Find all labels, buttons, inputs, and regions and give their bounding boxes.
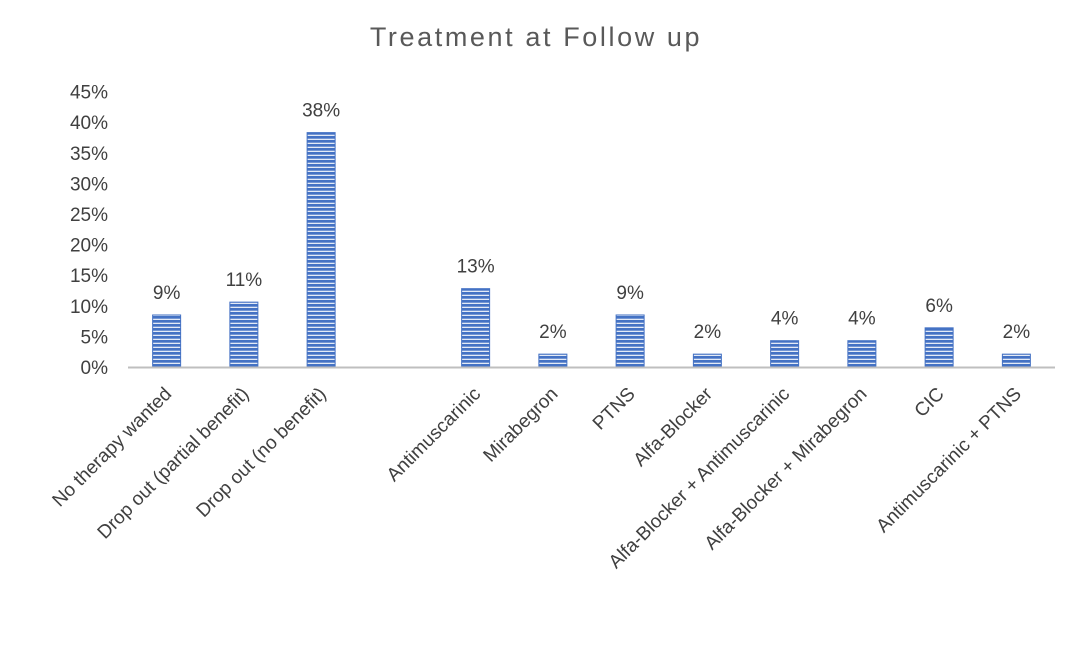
bar xyxy=(847,340,877,368)
y-tick-label: 25% xyxy=(70,205,108,226)
bar-data-label: 4% xyxy=(848,309,876,330)
bar xyxy=(770,340,800,368)
bar-data-label: 4% xyxy=(771,309,799,330)
x-tick-label: Drop out (no benefit) xyxy=(193,384,331,522)
bar-data-label: 2% xyxy=(694,322,722,343)
x-tick-label: Drop out (partial benefit) xyxy=(94,384,254,544)
chart-title: Treatment at Follow up xyxy=(370,22,702,52)
data-labels-group: 9% 11% 38% 13% 2% 9% 2% 4% 4% 6% 2% xyxy=(153,101,1030,344)
bar xyxy=(461,288,491,368)
bar-data-label: 2% xyxy=(1003,322,1031,343)
bar xyxy=(538,353,568,368)
bar-data-label: 9% xyxy=(153,283,181,304)
x-tick-label: Antimuscarinic + PTNS xyxy=(873,384,1026,537)
bar xyxy=(1001,353,1031,368)
y-tick-label: 45% xyxy=(70,83,108,104)
bar xyxy=(615,314,645,368)
x-tick-label: Antimuscarinic xyxy=(383,384,485,486)
bar-data-label: 9% xyxy=(616,283,644,304)
x-tick-label: Mirabegron xyxy=(480,384,563,467)
bar xyxy=(924,327,954,368)
bar xyxy=(152,314,182,368)
bar-data-label: 38% xyxy=(302,101,340,122)
bar xyxy=(306,132,336,368)
y-tick-label: 0% xyxy=(81,358,109,379)
bars-group xyxy=(152,132,1031,368)
y-axis-tick-labels: 0% 5% 10% 15% 20% 25% 30% 35% 40% 45% xyxy=(70,83,108,379)
bar xyxy=(692,353,722,368)
y-tick-label: 15% xyxy=(70,266,108,287)
y-tick-label: 5% xyxy=(81,327,109,348)
x-tick-label: PTNS xyxy=(589,384,640,435)
bar xyxy=(229,301,259,368)
bar-data-label: 11% xyxy=(226,270,263,291)
y-tick-label: 35% xyxy=(70,144,108,165)
bar-data-label: 6% xyxy=(925,296,953,317)
bar-data-label: 13% xyxy=(457,257,495,278)
bar-data-label: 2% xyxy=(539,322,567,343)
x-tick-label: CIC xyxy=(911,384,949,422)
y-tick-label: 40% xyxy=(70,113,108,134)
x-tick-label: Alfa-Blocker + Mirabegron xyxy=(701,384,872,555)
y-tick-label: 30% xyxy=(70,174,108,195)
y-tick-label: 20% xyxy=(70,236,108,257)
y-tick-label: 10% xyxy=(70,297,108,318)
